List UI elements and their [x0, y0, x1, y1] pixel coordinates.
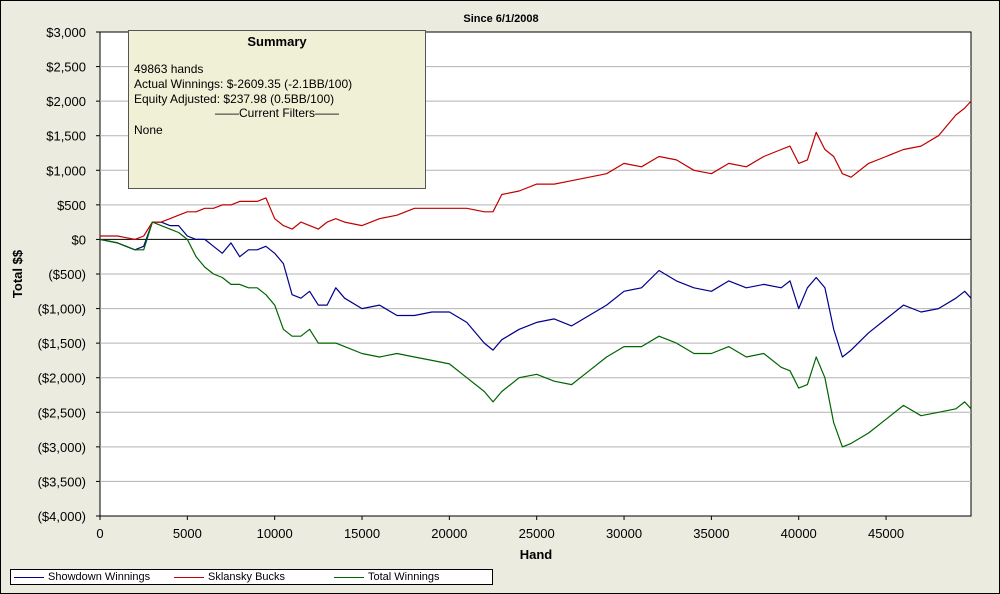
y-tick-label: $1,500 [46, 129, 86, 144]
legend-swatch-total [334, 576, 364, 578]
series-line-sklansky-bucks [100, 100, 972, 240]
series-lines [99, 100, 972, 448]
grid-lines [100, 66, 971, 482]
y-tick-label: $3,000 [46, 25, 86, 40]
y-tick-labels: $3,000 $2,500 $2,000 $1,500 $1,000 $500 $0 ($50… [38, 25, 100, 524]
x-tick-label: 20000 [431, 526, 467, 541]
legend-label-total: Total Winnings [368, 571, 440, 583]
summary-title: Summary [247, 34, 307, 49]
series-line-total-winnings [99, 221, 972, 448]
y-tick-label: $0 [72, 232, 86, 247]
x-tick-label: 40000 [781, 526, 817, 541]
x-axis-title: Hand [520, 547, 553, 562]
x-tick-label: 30000 [606, 526, 642, 541]
y-tick-label: ($1,500) [38, 336, 86, 351]
series-line-showdown-winnings [99, 221, 972, 358]
summary-filters-value: None [134, 123, 163, 137]
legend-swatch-sklansky [174, 576, 204, 578]
y-tick-label: ($4,000) [38, 509, 86, 524]
x-tick-labels: 0 5000 10000 15000 20000 25000 30000 35000 40000… [96, 516, 904, 541]
y-tick-label: $2,500 [46, 60, 86, 75]
legend-item-showdown-winnings: Showdown Winnings [14, 570, 150, 584]
legend-item-total-winnings: Total Winnings [334, 570, 440, 584]
legend-item-sklansky-bucks: Sklansky Bucks [174, 570, 285, 584]
x-tick-label: 15000 [344, 526, 380, 541]
x-tick-label: 0 [96, 526, 103, 541]
chart-title: Since 6/1/2008 [463, 13, 538, 25]
legend-swatch-showdown [14, 576, 44, 578]
x-tick-label: 10000 [257, 526, 293, 541]
legend-label-showdown: Showdown Winnings [48, 571, 151, 583]
y-axis-title: Total $$ [10, 249, 25, 298]
y-tick-label: ($1,000) [38, 302, 86, 317]
y-tick-label: $500 [57, 198, 86, 213]
y-tick-label: ($3,500) [38, 474, 86, 489]
x-tick-label: 35000 [693, 526, 729, 541]
y-tick-label: ($500) [48, 267, 86, 282]
summary-hands: 49863 hands [134, 62, 204, 76]
summary-equity-adjusted: Equity Adjusted: $237.98 (0.5BB/100) [134, 92, 335, 106]
y-tick-label: ($3,000) [38, 440, 86, 455]
x-tick-label: 25000 [519, 526, 555, 541]
summary-box: Summary 49863 hands Actual Winnings: $-2… [128, 30, 426, 189]
x-tick-label: 45000 [868, 526, 904, 541]
legend-label-sklansky: Sklansky Bucks [208, 571, 286, 583]
y-tick-label: $2,000 [46, 94, 86, 109]
y-tick-label: ($2,500) [38, 405, 86, 420]
summary-filters-header: ——Current Filters—— [214, 106, 339, 120]
y-tick-label: $1,000 [46, 163, 86, 178]
summary-actual-winnings: Actual Winnings: $-2609.35 (-2.1BB/100) [134, 77, 353, 91]
x-tick-label: 5000 [173, 526, 202, 541]
legend: Showdown Winnings Sklansky Bucks Total W… [10, 569, 493, 585]
y-tick-label: ($2,000) [38, 371, 86, 386]
